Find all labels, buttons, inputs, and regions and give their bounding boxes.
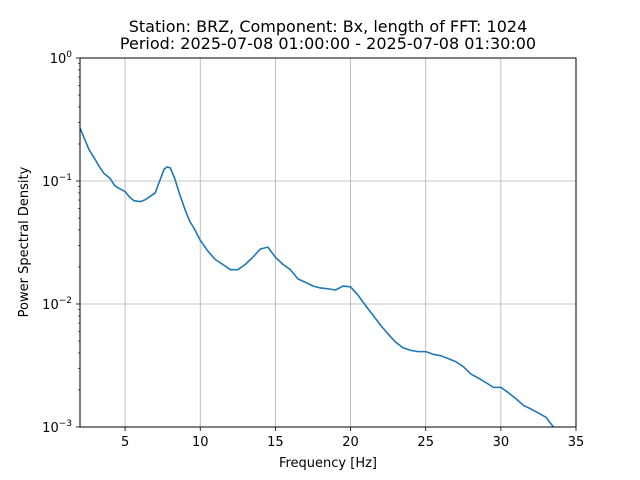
chart-title-line1: Station: BRZ, Component: Bx, length of F… [129, 17, 528, 36]
chart-title-line2: Period: 2025-07-08 01:00:00 - 2025-07-08… [120, 34, 536, 53]
x-tick-label: 30 [493, 435, 510, 450]
data-series [79, 127, 555, 428]
x-tick-label: 10 [192, 435, 209, 450]
psd-series-line [79, 127, 555, 428]
x-tick-label: 15 [267, 435, 284, 450]
x-axis-label: Frequency [Hz] [279, 456, 377, 471]
x-tick-label: 5 [121, 435, 129, 450]
y-tick-label: 10−3 [42, 419, 72, 436]
y-axis-label: Power Spectral Density [17, 166, 32, 317]
y-tick-label: 10−1 [42, 173, 72, 190]
y-tick-label: 10−2 [42, 296, 72, 313]
x-tick-label: 35 [568, 435, 585, 450]
ticks: 5 10 15 20 25 30 35 10−3 10−2 10−1 100 [42, 50, 584, 450]
x-tick-label: 20 [342, 435, 359, 450]
y-tick-label: 100 [50, 50, 73, 67]
plot-frame [79, 57, 577, 428]
x-tick-label: 25 [417, 435, 434, 450]
